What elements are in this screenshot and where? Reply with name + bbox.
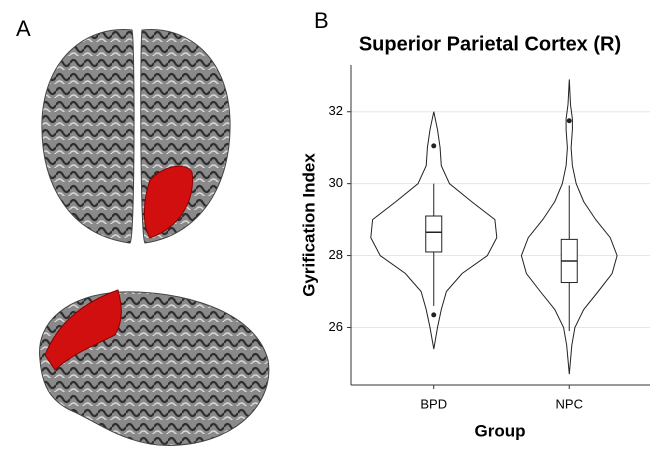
chart-title: Superior Parietal Cortex (R) <box>359 33 621 55</box>
figure: A B Superior Parietal Cortex (R) Gyrific… <box>0 0 664 464</box>
y-tick-label: 26 <box>329 319 343 334</box>
x-tick-label: BPD <box>420 396 447 411</box>
x-tick-label: NPC <box>556 396 583 411</box>
box <box>426 216 442 252</box>
outlier <box>567 118 572 123</box>
outlier <box>431 312 436 317</box>
y-axis-label: Gyrification Index <box>299 153 318 297</box>
y-tick-label: 28 <box>329 247 343 262</box>
brain-top-view <box>42 29 230 243</box>
y-tick-label: 30 <box>329 175 343 190</box>
y-tick-label: 32 <box>329 103 343 118</box>
outlier <box>431 143 436 148</box>
panel-label: A <box>16 16 31 41</box>
panel-label: B <box>314 8 329 33</box>
brain-lateral-view <box>40 290 269 446</box>
x-axis-label: Group <box>475 421 526 440</box>
